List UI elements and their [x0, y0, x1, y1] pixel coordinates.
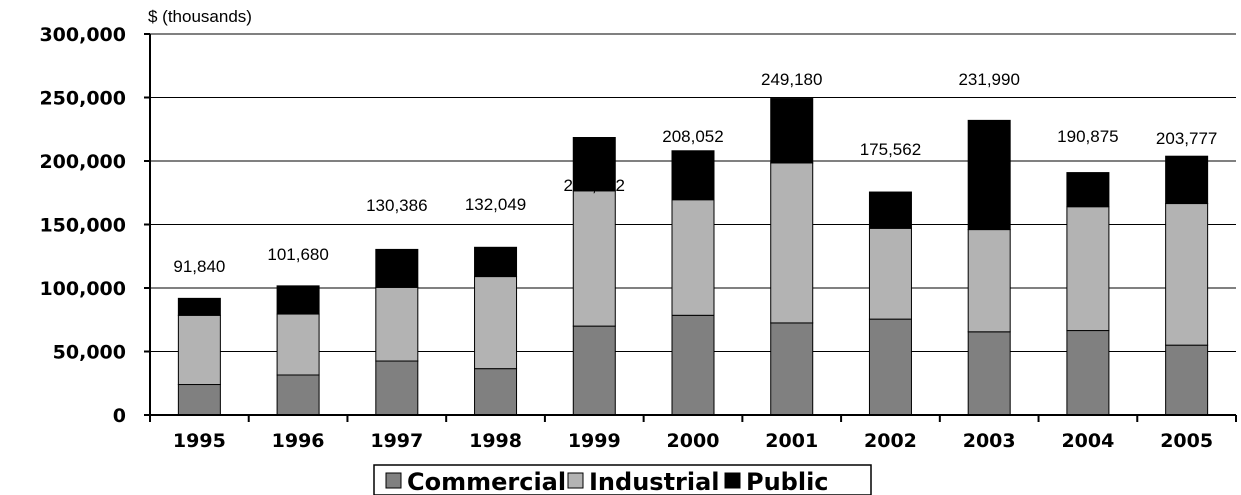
- bar-industrial-2003: [967, 229, 1011, 333]
- bar-industrial-2005: [1165, 203, 1209, 346]
- y-axis-unit-label: $ (thousands): [148, 7, 252, 26]
- bar-commercial-2002: [868, 318, 912, 416]
- bar-public-2002: [868, 191, 912, 229]
- legend-label-commercial: Commercial: [407, 468, 566, 495]
- y-tick-label: 150,000: [39, 215, 126, 237]
- x-tick-label: 1997: [370, 430, 423, 452]
- x-tick-labels: 1995 1996 1997 1998 1999 2000 2001 2002 2003 2004…: [173, 430, 1213, 452]
- legend-label-public: Public: [746, 468, 829, 495]
- total-label-1995: 91,840: [173, 257, 225, 276]
- legend-swatch-commercial: [385, 472, 402, 489]
- bar-industrial-1999: [572, 190, 616, 327]
- y-tick-label: 300,000: [39, 24, 126, 46]
- bar-commercial-2001: [770, 322, 814, 416]
- total-label-2000: 208,052: [662, 127, 723, 146]
- axes: [144, 33, 1237, 422]
- bars: [177, 98, 1209, 416]
- x-tick-label: 1998: [469, 430, 522, 452]
- bar-public-1999: [572, 137, 616, 192]
- total-label-1998: 132,049: [465, 195, 526, 214]
- x-tick-label: 2005: [1160, 430, 1213, 452]
- bar-commercial-1996: [276, 374, 320, 416]
- bar-commercial-1999: [572, 325, 616, 416]
- total-labels: 91,840 101,680 130,386 132,049 218,502 208,05…: [173, 70, 1217, 276]
- x-tick-label: 1999: [568, 430, 621, 452]
- bar-industrial-1998: [474, 276, 518, 370]
- bar-industrial-2004: [1066, 206, 1110, 332]
- y-tick-label: 0: [113, 405, 126, 427]
- total-label-2004: 190,875: [1057, 127, 1118, 146]
- y-tick-label: 50,000: [53, 342, 126, 364]
- total-label-2001: 249,180: [761, 70, 822, 89]
- y-tick-label: 100,000: [39, 278, 126, 300]
- bar-commercial-2003: [967, 331, 1011, 416]
- legend-box: [373, 464, 872, 495]
- x-tick-label: 1996: [272, 430, 325, 452]
- bar-public-2001: [770, 98, 814, 164]
- bar-industrial-1996: [276, 313, 320, 376]
- x-tick-label: 1995: [173, 430, 226, 452]
- legend-label-industrial: Industrial: [589, 468, 720, 495]
- legend: Commercial Industrial Public: [373, 464, 872, 495]
- total-label-2003: 231,990: [958, 70, 1019, 89]
- bar-public-1996: [276, 285, 320, 315]
- bar-public-1995: [177, 297, 221, 316]
- bar-commercial-1998: [474, 368, 518, 416]
- bar-commercial-2000: [671, 314, 715, 416]
- total-label-1999: 218,502: [564, 176, 625, 195]
- bar-industrial-1997: [375, 286, 419, 362]
- x-tick-label: 2002: [864, 430, 917, 452]
- bar-commercial-1997: [375, 360, 419, 416]
- x-tick-label: 2000: [667, 430, 720, 452]
- total-label-2002: 175,562: [860, 140, 921, 159]
- bar-public-2005: [1165, 155, 1209, 205]
- bar-public-2003: [967, 119, 1011, 231]
- y-tick-label: 250,000: [39, 88, 126, 110]
- total-label-1996: 101,680: [267, 245, 328, 264]
- x-tick-label: 2001: [765, 430, 818, 452]
- bar-public-1998: [474, 246, 518, 278]
- y-tick-labels: 0 50,000 100,000 150,000 200,000 250,000 300,0…: [39, 24, 126, 427]
- bar-public-1997: [375, 248, 419, 288]
- bar-industrial-1995: [177, 314, 221, 386]
- x-tick-label: 2004: [1061, 430, 1114, 452]
- bar-commercial-1995: [177, 384, 221, 416]
- bar-industrial-2000: [671, 199, 715, 316]
- legend-swatch-public: [724, 472, 741, 489]
- bar-public-2004: [1066, 172, 1110, 208]
- bar-public-2000: [671, 150, 715, 201]
- bar-industrial-2001: [770, 162, 814, 324]
- y-tick-label: 200,000: [39, 151, 126, 173]
- legend-swatch-industrial: [567, 472, 584, 489]
- total-label-2005: 203,777: [1156, 129, 1217, 148]
- x-tick-label: 2003: [963, 430, 1016, 452]
- bar-commercial-2005: [1165, 344, 1209, 416]
- bar-industrial-2002: [868, 227, 912, 320]
- bar-commercial-2004: [1066, 330, 1110, 416]
- total-label-1997: 130,386: [366, 196, 427, 215]
